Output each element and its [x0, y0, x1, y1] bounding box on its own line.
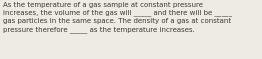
Text: As the temperature of a gas sample at constant pressure
increases, the volume of: As the temperature of a gas sample at co…	[3, 2, 232, 33]
